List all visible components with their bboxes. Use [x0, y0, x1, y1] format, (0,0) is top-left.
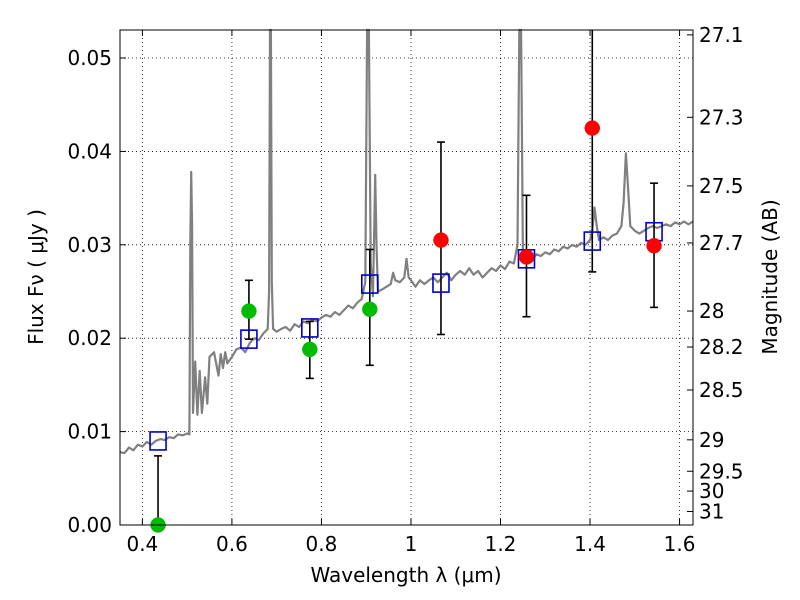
- x-tick-label: 1: [405, 532, 418, 556]
- x-tick-label: 0.6: [216, 532, 248, 556]
- right-tick-label: 27.5: [699, 174, 744, 198]
- right-tick-label: 31: [699, 500, 724, 524]
- optical-point: [362, 301, 378, 318]
- x-axis-ticks: 0.4 0.6 0.8 1 1.2 1.4 1.6: [126, 30, 695, 556]
- x-tick-label: 1.6: [664, 532, 696, 556]
- model-band-marker: [432, 273, 450, 293]
- y-tick-label: 0.03: [67, 233, 112, 257]
- x-axis-label: Wavelength λ (μm): [310, 563, 501, 587]
- infrared-point: [518, 249, 535, 265]
- right-axis-label: Magnitude (AB): [758, 199, 782, 354]
- right-tick-label: 27.1: [699, 23, 744, 47]
- right-tick-label: 30: [699, 479, 724, 503]
- y-tick-label: 0.04: [67, 139, 112, 163]
- y-tick-label: 0.02: [67, 326, 112, 350]
- y-tick-label: 0.01: [67, 420, 112, 444]
- infrared-point: [646, 237, 662, 254]
- optical-point: [241, 303, 257, 319]
- model-band-marker: [240, 329, 258, 349]
- marker-layer: [149, 120, 663, 533]
- model-band-marker: [583, 231, 602, 251]
- right-tick-label: 29.5: [699, 459, 744, 483]
- y-axis-ticks: 0.00 0.01 0.02 0.03 0.04 0.05: [67, 46, 126, 537]
- right-tick-label: 29: [699, 428, 724, 452]
- right-tick-label: 27.3: [699, 105, 744, 129]
- x-tick-label: 1.2: [485, 532, 517, 556]
- right-tick-label: 28: [699, 299, 724, 323]
- model-band-marker: [301, 318, 319, 338]
- x-tick-label: 0.8: [306, 532, 338, 556]
- grid: [120, 30, 693, 525]
- right-tick-label: 28.2: [699, 335, 744, 359]
- x-tick-label: 1.4: [574, 532, 606, 556]
- model-band-marker: [149, 431, 167, 451]
- right-tick-label: 28.5: [699, 378, 744, 402]
- right-tick-label: 27.7: [699, 231, 744, 255]
- y-tick-label: 0.05: [67, 46, 112, 70]
- y-axis-label: Flux Fν ( μJy ): [24, 209, 48, 345]
- x-tick-label: 0.4: [126, 532, 158, 556]
- infrared-point: [584, 120, 601, 136]
- optical-point: [302, 341, 318, 358]
- y-tick-label: 0.00: [67, 513, 112, 537]
- model-band-marker: [360, 274, 379, 294]
- infrared-point: [433, 232, 449, 248]
- plot-frame: [119, 29, 694, 526]
